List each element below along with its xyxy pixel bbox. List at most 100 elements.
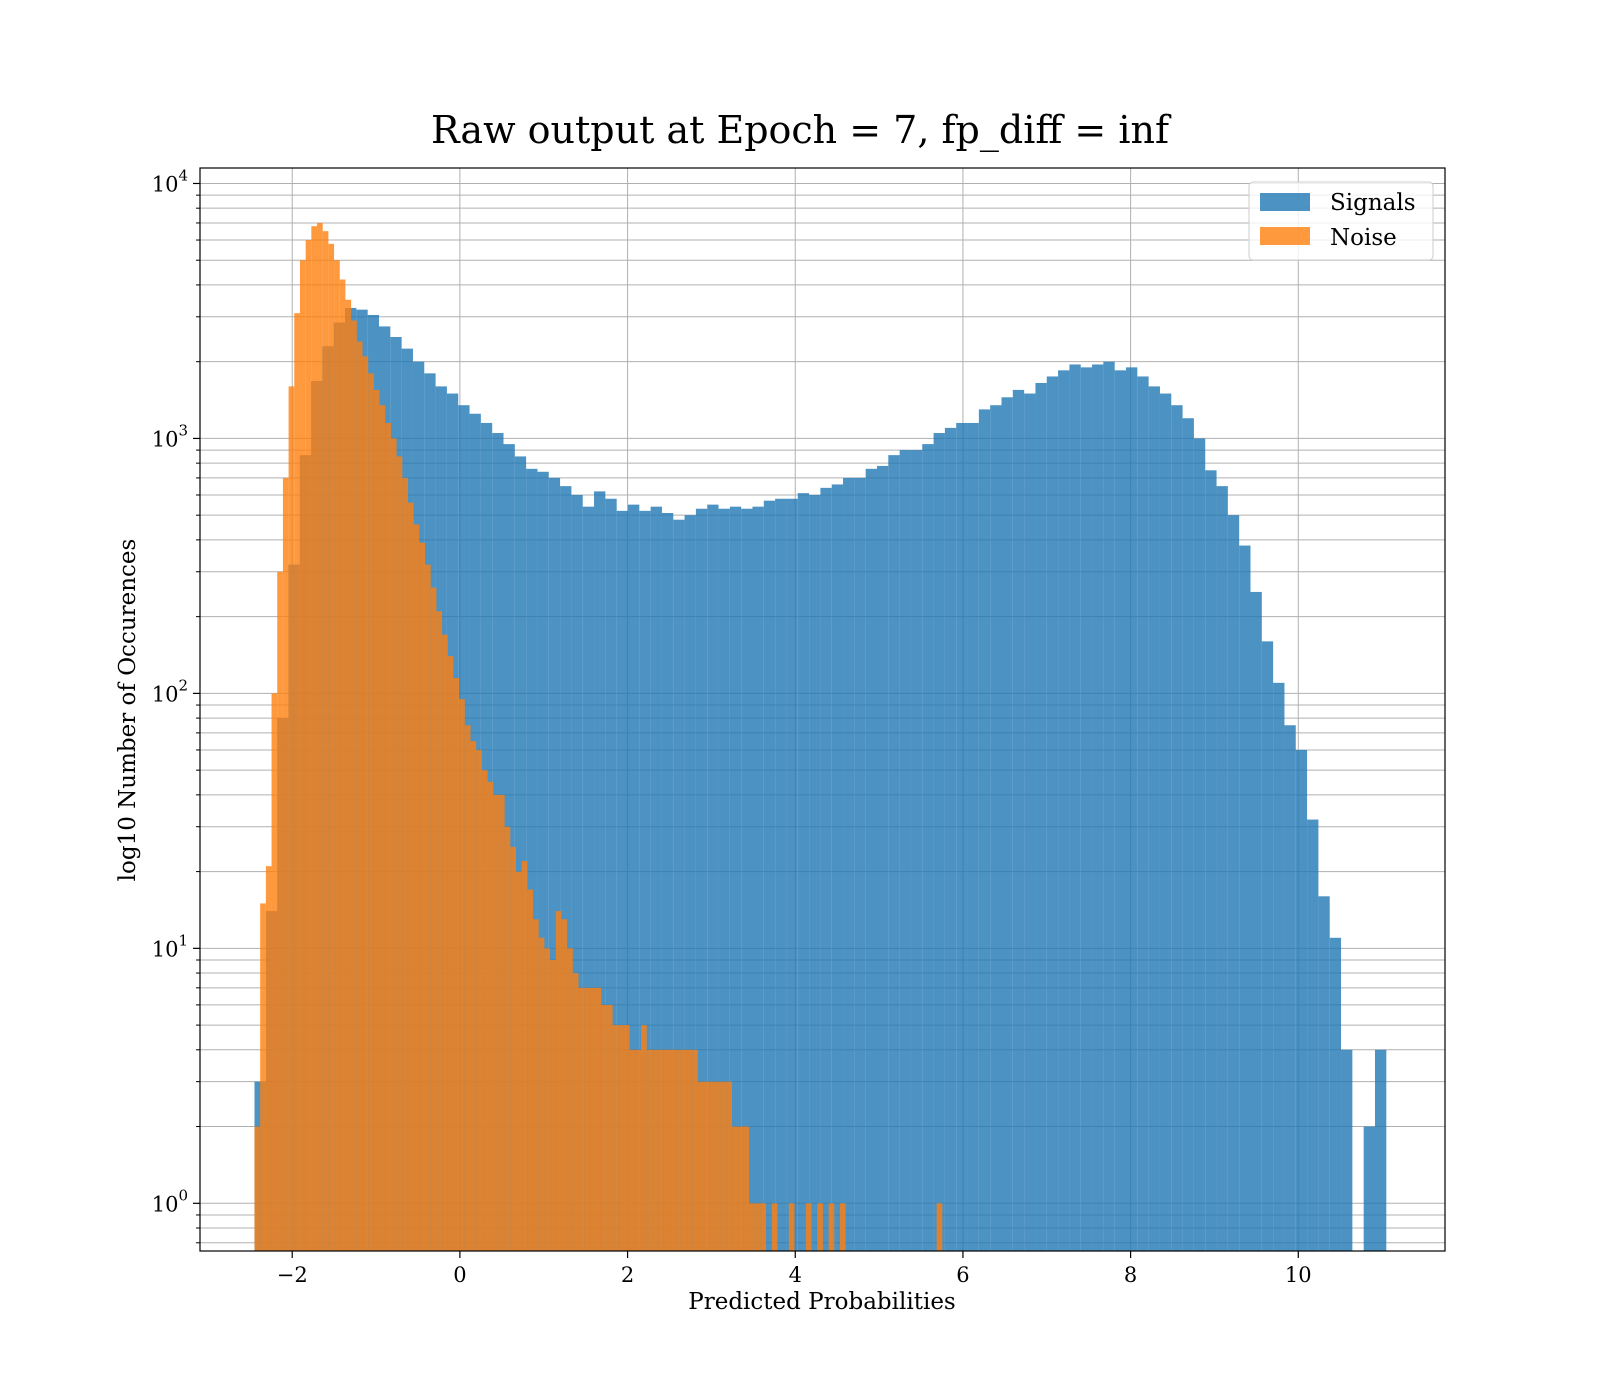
bar-signals: [820, 487, 832, 1251]
bar-noise: [453, 677, 460, 1251]
bar-noise: [749, 1203, 755, 1251]
x-tick-label: 8: [1124, 1263, 1137, 1287]
bar-signals: [729, 506, 742, 1251]
plot-frame: [199, 167, 1446, 1252]
bar-noise: [498, 794, 505, 1251]
y-tick-label: 101: [152, 931, 188, 961]
bar-signals: [684, 515, 696, 1251]
bar-noise: [567, 948, 573, 1251]
bar-noise: [743, 1126, 750, 1251]
bar-signals: [1182, 418, 1194, 1251]
bar-noise: [334, 260, 340, 1251]
bar-noise: [550, 960, 556, 1251]
bar-signals: [560, 486, 572, 1251]
bar-signals: [843, 477, 855, 1251]
legend-swatch-signals: [1260, 193, 1310, 211]
bar-noise: [493, 794, 499, 1251]
legend-label-noise: Noise: [1330, 225, 1397, 251]
bar-signals: [1080, 367, 1093, 1252]
bar-signals: [865, 468, 877, 1251]
bar-signals: [582, 506, 595, 1251]
bar-signals: [1092, 364, 1104, 1251]
bar-signals: [854, 477, 866, 1251]
bar-signals: [1307, 819, 1319, 1251]
bar-noise: [538, 937, 545, 1251]
bar-noise: [515, 871, 522, 1251]
bar-signals: [537, 471, 549, 1251]
bars: [254, 222, 1387, 1252]
bar-signals: [1239, 545, 1251, 1251]
bar-signals: [1069, 364, 1081, 1251]
bar-noise: [413, 524, 420, 1251]
y-tick-label: 104: [152, 166, 188, 196]
bar-noise: [385, 422, 391, 1252]
bar-signals: [910, 450, 923, 1251]
bar-signals: [1125, 367, 1138, 1252]
bar-signals: [831, 484, 844, 1251]
bar-signals: [526, 468, 538, 1251]
bar-noise: [623, 1025, 630, 1251]
bar-signals: [1046, 376, 1059, 1251]
bar-noise: [572, 973, 579, 1251]
bar-noise: [675, 1049, 681, 1251]
bar-noise: [351, 320, 357, 1251]
bar-signals: [786, 498, 798, 1251]
bar-noise: [703, 1081, 710, 1251]
bar-signals: [876, 465, 889, 1251]
bar-signals: [1024, 393, 1036, 1251]
bar-signals: [956, 422, 968, 1252]
series-noise: [254, 222, 943, 1252]
bar-noise: [407, 502, 414, 1251]
bar-noise: [641, 1025, 647, 1251]
bar-noise: [720, 1081, 727, 1251]
bar-noise: [771, 1203, 778, 1251]
bar-noise: [692, 1049, 698, 1251]
bar-signals: [1171, 405, 1183, 1252]
bar-noise: [419, 542, 426, 1251]
bar-noise: [527, 889, 534, 1251]
bar-signals: [514, 456, 527, 1251]
bar-signals: [1295, 749, 1308, 1251]
bar-signals: [1250, 591, 1262, 1251]
bar-noise: [646, 1049, 653, 1251]
bar-noise: [805, 1203, 812, 1251]
x-tick-label: 6: [956, 1263, 969, 1287]
bar-noise: [390, 438, 397, 1251]
x-tick-label: 4: [789, 1263, 802, 1287]
bar-signals: [707, 504, 719, 1252]
bar-signals: [1001, 397, 1013, 1251]
bar-signals: [990, 405, 1002, 1252]
bar-signals: [944, 427, 957, 1251]
bar-noise: [578, 987, 585, 1251]
bar-noise: [635, 1049, 642, 1251]
bar-noise: [442, 634, 448, 1251]
bar-noise: [754, 1203, 761, 1251]
bar-noise: [555, 911, 562, 1251]
chart-title: Raw output at Epoch = 7, fp_diff = inf: [431, 108, 1172, 153]
bar-signals: [741, 508, 753, 1251]
x-tick-label: 2: [621, 1263, 634, 1287]
y-tick-label: 102: [152, 676, 188, 706]
axis-ticks: −2 0 2 4 6 8 10 100 101 102 103 104: [152, 166, 1312, 1287]
legend-label-signals: Signals: [1330, 190, 1416, 216]
bar-noise: [669, 1049, 676, 1251]
bar-noise: [612, 1025, 619, 1251]
bar-signals: [967, 422, 979, 1252]
bar-signals: [1193, 438, 1206, 1251]
x-tick-label: −2: [277, 1263, 308, 1287]
x-tick-label: 10: [1285, 1263, 1312, 1287]
bar-noise: [828, 1203, 835, 1251]
bar-signals: [752, 506, 764, 1251]
bar-noise: [317, 222, 323, 1252]
bar-signals: [1374, 1049, 1387, 1251]
bar-signals: [1035, 382, 1047, 1252]
bar-signals: [978, 409, 991, 1251]
legend-swatch-noise: [1260, 227, 1310, 245]
bar-signals: [1363, 1126, 1375, 1251]
bar-signals: [899, 450, 911, 1251]
bar-noise: [282, 477, 289, 1251]
bar-noise: [311, 226, 318, 1252]
bar-signals: [571, 494, 583, 1251]
bar-noise: [510, 846, 516, 1251]
